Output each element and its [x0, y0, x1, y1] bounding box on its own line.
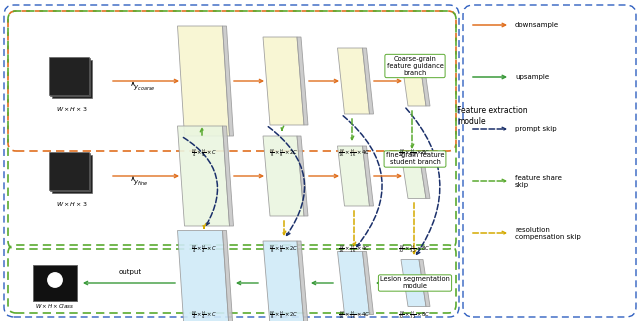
- Text: output: output: [118, 269, 141, 275]
- Text: Lesion segmentation
module: Lesion segmentation module: [380, 276, 450, 290]
- Text: $\frac{W}{8}\times\frac{H}{8}\times 2C$: $\frac{W}{8}\times\frac{H}{8}\times 2C$: [269, 309, 299, 321]
- Text: Feature extraction
module: Feature extraction module: [457, 106, 527, 126]
- FancyBboxPatch shape: [52, 155, 92, 193]
- Polygon shape: [297, 241, 308, 321]
- FancyBboxPatch shape: [51, 153, 90, 191]
- FancyBboxPatch shape: [51, 58, 90, 96]
- Text: $y_{coarse}$: $y_{coarse}$: [133, 83, 156, 92]
- Polygon shape: [337, 48, 369, 114]
- Polygon shape: [362, 251, 374, 315]
- Text: $W \times H \times 3$: $W \times H \times 3$: [56, 200, 88, 208]
- Text: $\frac{W}{4}\times\frac{H}{4}\times C$: $\frac{W}{4}\times\frac{H}{4}\times C$: [191, 309, 217, 321]
- Polygon shape: [401, 56, 426, 106]
- Polygon shape: [297, 37, 308, 125]
- Polygon shape: [419, 259, 430, 307]
- Text: $\frac{W}{16}\times\frac{H}{16}\times 4C$: $\frac{W}{16}\times\frac{H}{16}\times 4C…: [338, 243, 371, 255]
- Text: prompt skip: prompt skip: [515, 126, 557, 132]
- FancyBboxPatch shape: [33, 265, 77, 301]
- Circle shape: [60, 162, 84, 186]
- Text: $\frac{W}{16}\times\frac{H}{16}\times 4C$: $\frac{W}{16}\times\frac{H}{16}\times 4C…: [338, 309, 371, 321]
- Text: $\frac{W}{8}\times\frac{H}{8}\times 2C$: $\frac{W}{8}\times\frac{H}{8}\times 2C$: [269, 243, 299, 255]
- Polygon shape: [337, 251, 369, 315]
- Text: fine-grain feature
student branch: fine-grain feature student branch: [386, 152, 444, 166]
- Text: feature share
skip: feature share skip: [515, 175, 562, 187]
- Circle shape: [66, 73, 78, 85]
- Circle shape: [48, 273, 62, 287]
- Text: $\frac{W}{16}\times\frac{H}{16}\times 4C$: $\frac{W}{16}\times\frac{H}{16}\times 4C…: [338, 147, 371, 159]
- Polygon shape: [177, 230, 230, 321]
- FancyBboxPatch shape: [52, 60, 92, 98]
- Text: resolution
compensation skip: resolution compensation skip: [515, 227, 580, 239]
- Text: downsample: downsample: [515, 22, 559, 28]
- Polygon shape: [297, 136, 308, 216]
- FancyBboxPatch shape: [49, 56, 88, 94]
- Polygon shape: [362, 48, 374, 114]
- Text: Coarse-grain
feature guidance
branch: Coarse-grain feature guidance branch: [387, 56, 444, 76]
- Circle shape: [66, 168, 78, 180]
- Text: $\frac{W}{32}\times\frac{H}{32}\times 8C$: $\frac{W}{32}\times\frac{H}{32}\times 8C…: [397, 147, 430, 159]
- Polygon shape: [419, 56, 430, 106]
- Text: $\frac{W}{32}\times\frac{H}{32}\times 8C$: $\frac{W}{32}\times\frac{H}{32}\times 8C…: [397, 309, 430, 321]
- Polygon shape: [223, 26, 234, 136]
- Polygon shape: [263, 37, 304, 125]
- Polygon shape: [223, 230, 234, 321]
- Polygon shape: [263, 136, 304, 216]
- Polygon shape: [401, 259, 426, 307]
- Polygon shape: [401, 153, 426, 198]
- Circle shape: [60, 67, 84, 91]
- Polygon shape: [337, 146, 369, 206]
- Text: $y_{fine}$: $y_{fine}$: [133, 178, 148, 187]
- Text: $\frac{W}{4}\times\frac{H}{4}\times C$: $\frac{W}{4}\times\frac{H}{4}\times C$: [191, 243, 217, 255]
- FancyBboxPatch shape: [49, 152, 88, 189]
- Text: $\frac{W}{8}\times\frac{H}{8}\times 2C$: $\frac{W}{8}\times\frac{H}{8}\times 2C$: [269, 147, 299, 159]
- Text: $W \times H \times Class$: $W \times H \times Class$: [35, 302, 75, 310]
- Polygon shape: [223, 126, 234, 226]
- Text: upsample: upsample: [515, 74, 549, 80]
- Text: $\frac{W}{32}\times\frac{H}{32}\times 8C$: $\frac{W}{32}\times\frac{H}{32}\times 8C…: [397, 243, 430, 255]
- Polygon shape: [177, 26, 230, 136]
- Polygon shape: [177, 126, 230, 226]
- Text: $\frac{W}{4}\times\frac{H}{4}\times C$: $\frac{W}{4}\times\frac{H}{4}\times C$: [191, 147, 217, 159]
- Polygon shape: [419, 153, 430, 198]
- Polygon shape: [362, 146, 374, 206]
- Polygon shape: [263, 241, 304, 321]
- Text: $W \times H \times 3$: $W \times H \times 3$: [56, 105, 88, 113]
